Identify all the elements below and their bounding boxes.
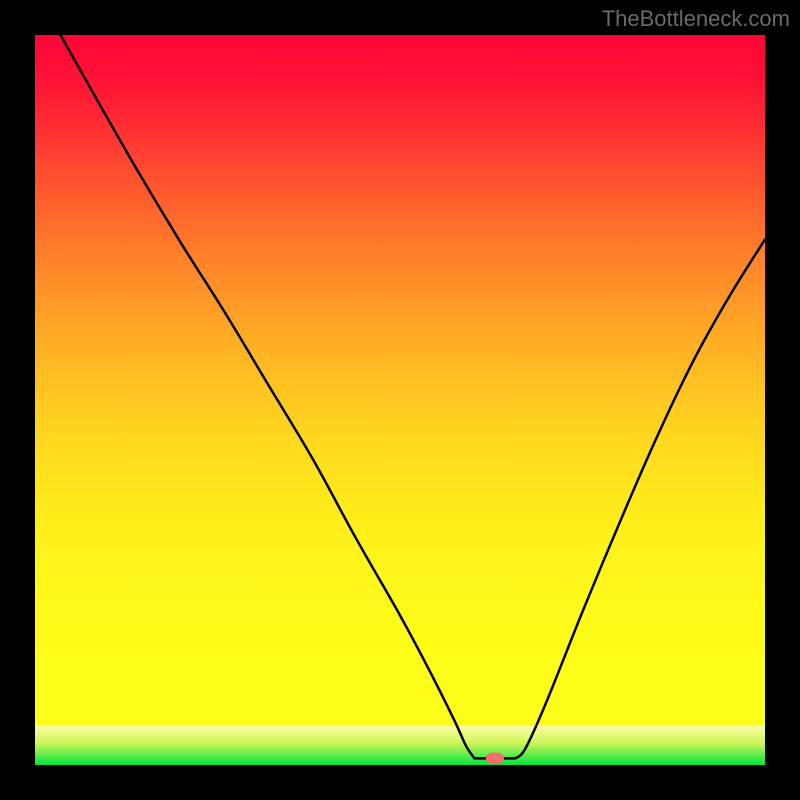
green-band: [35, 725, 765, 765]
chart-stage: TheBottleneck.com: [0, 0, 800, 800]
chart-background: [35, 35, 765, 765]
target-marker: [486, 753, 504, 765]
bottleneck-chart: [0, 0, 800, 800]
